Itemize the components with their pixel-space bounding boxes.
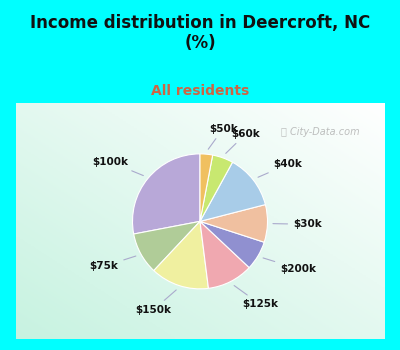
Text: $200k: $200k <box>263 258 316 274</box>
Wedge shape <box>200 222 264 268</box>
Wedge shape <box>200 162 265 222</box>
Wedge shape <box>132 154 200 234</box>
Text: $30k: $30k <box>273 219 322 229</box>
Text: $100k: $100k <box>92 157 143 176</box>
Wedge shape <box>200 154 213 222</box>
Text: $40k: $40k <box>258 159 302 177</box>
Wedge shape <box>200 155 232 222</box>
Text: $125k: $125k <box>234 286 278 309</box>
Wedge shape <box>200 222 249 288</box>
Text: All residents: All residents <box>151 84 249 98</box>
Wedge shape <box>200 205 268 242</box>
Text: $75k: $75k <box>90 256 136 271</box>
Text: $60k: $60k <box>226 129 260 153</box>
Wedge shape <box>154 222 208 289</box>
Text: Income distribution in Deercroft, NC
(%): Income distribution in Deercroft, NC (%) <box>30 14 370 52</box>
Text: $150k: $150k <box>135 290 176 315</box>
Text: $50k: $50k <box>208 124 238 149</box>
Wedge shape <box>134 222 200 271</box>
Text: ⓘ City-Data.com: ⓘ City-Data.com <box>281 127 360 136</box>
